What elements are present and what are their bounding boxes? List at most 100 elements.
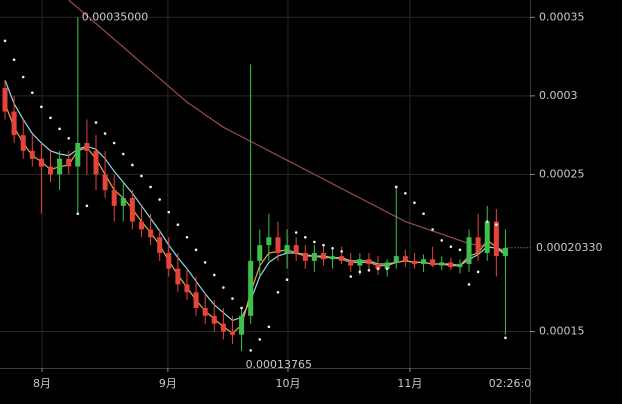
candle-body [239,315,245,335]
candle-body [138,221,144,230]
candle-body [120,197,126,206]
candle-body [457,263,463,268]
candle-body [493,221,499,257]
sar-dot [103,132,107,135]
sar-dot [194,248,198,252]
candle-body [348,260,354,266]
sar-dot [485,220,489,223]
candle-body [284,245,290,253]
sar-dot [449,245,453,248]
sar-dot [176,223,180,226]
candle-body [38,158,44,167]
sar-dot [67,136,70,140]
candle-body [366,259,372,264]
last-price-label: 0.00020330 [536,241,602,254]
candle-body [411,260,417,264]
sar-dot [340,250,343,253]
extreme-label: 0.00035000 [82,10,148,23]
sar-dot [376,267,380,270]
sar-dot [358,270,362,274]
candle-body [293,245,299,253]
candle-body [257,245,263,261]
moving-average [68,0,506,251]
sar-dot [31,91,34,95]
candle-body [102,174,108,191]
extreme-label: 0.00013765 [246,358,312,371]
sar-dot [131,163,134,167]
sar-dot [322,243,325,247]
y-tick-label: 0.00035 [539,10,585,23]
sar-dot [222,286,225,289]
candle-body [211,315,217,324]
sar-dot [404,191,407,195]
candle-body [229,331,235,335]
candle-body [266,237,272,246]
y-tick-label: 0.0003 [539,89,578,102]
sar-dot [249,349,252,352]
sar-dot [349,275,353,278]
sar-dot [285,278,289,281]
x-tick-label: 8月 [33,377,51,390]
candle-body [275,237,281,253]
candle-body [421,259,427,264]
sar-dot [58,127,61,131]
countdown: 02:26:0 [489,377,531,390]
sar-dot [85,204,89,208]
candle-body [166,252,172,269]
sar-dot [495,223,498,226]
candle-body [484,221,490,253]
sar-dot [167,210,171,214]
sar-dot [431,228,434,231]
candle-body [357,259,363,266]
candle-body [148,229,154,238]
sar-dot [112,141,116,145]
sar-dot [394,185,398,189]
sar-dot [76,212,80,215]
candle-body [29,150,35,159]
candle-body [439,262,445,266]
candle-body [448,262,454,268]
candle-body [375,263,381,269]
candle-body [175,268,181,285]
sar-dot [267,325,271,329]
candle-body [111,190,117,206]
sar-dot [458,248,462,252]
candle-body [11,111,17,136]
candle-body [84,142,90,151]
candle-body [47,166,53,175]
sar-dot [203,261,207,264]
candle-body [202,307,208,316]
sar-dot [422,212,425,215]
sar-dot [40,105,43,109]
sar-dot [140,174,143,178]
sar-dot [504,336,507,340]
sar-dot [21,75,25,79]
x-tick-label: 10月 [275,377,300,390]
candle-body [2,87,8,112]
sar-dot [121,152,125,156]
sar-dot [440,239,444,242]
x-tick-label: 9月 [159,377,177,390]
sar-dot [185,235,189,239]
candle-body [475,237,481,253]
candle-body [402,256,408,261]
sar-dot [331,246,334,250]
sar-dot [94,121,98,124]
sar-dot [367,268,371,272]
sar-dot [231,297,234,300]
sar-dot [240,306,243,310]
candle-body [157,237,163,253]
candle-body [330,256,336,260]
sar-dot [467,283,471,286]
sar-dot [149,185,152,189]
candle-body [384,262,390,269]
candle-body [302,252,308,261]
sar-dot [385,267,389,270]
sar-dot [49,116,52,120]
candle-body [129,197,135,222]
candle-body [430,259,436,266]
candle-body [75,142,81,167]
